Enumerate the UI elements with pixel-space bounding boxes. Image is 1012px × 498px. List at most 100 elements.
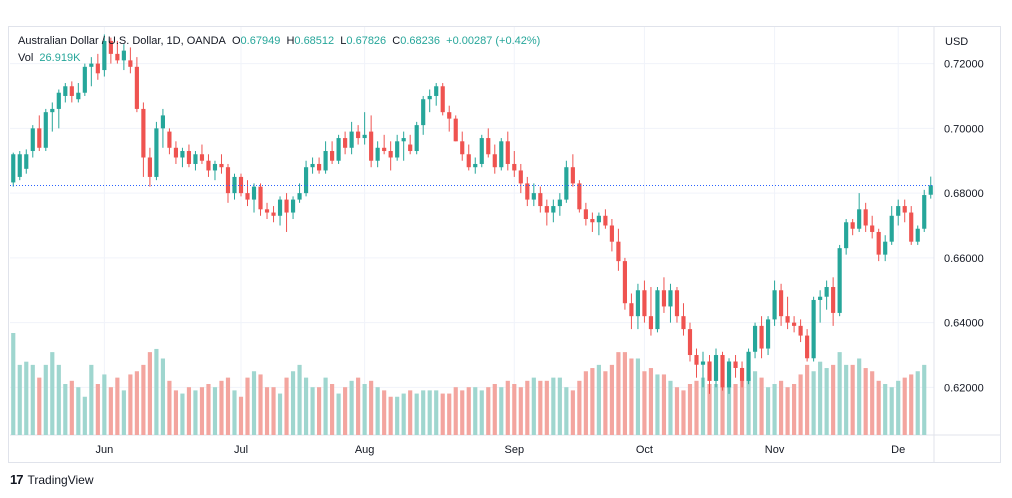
volume-bar xyxy=(323,377,328,435)
candle-body xyxy=(121,50,126,61)
volume-bar xyxy=(668,380,673,435)
volume-bar xyxy=(466,387,471,435)
volume-bar xyxy=(700,377,706,435)
chart-frame xyxy=(8,26,1001,463)
candle-body xyxy=(544,206,549,213)
x-tick-label: Aug xyxy=(355,444,375,456)
volume-bar xyxy=(388,396,393,435)
candle-body xyxy=(538,193,543,207)
volume-bar xyxy=(303,377,309,435)
volume-bar xyxy=(544,380,549,435)
candle-body xyxy=(199,154,205,161)
volume-bar xyxy=(206,384,211,435)
volume-bar xyxy=(739,380,745,435)
candle-body xyxy=(779,290,784,317)
volume-bar xyxy=(115,377,120,435)
volume-bar xyxy=(427,390,432,435)
volume-bar xyxy=(212,387,218,435)
symbol-title: Australian Dollar / U.S. Dollar, 1D, OAN… xyxy=(18,35,226,47)
candle-body xyxy=(141,108,146,158)
volume-bar xyxy=(857,358,862,435)
candle-body xyxy=(831,287,836,313)
close-label: C xyxy=(392,35,401,47)
volume-bar xyxy=(82,396,87,435)
volume-bar xyxy=(492,384,497,435)
volume-bar xyxy=(570,390,575,435)
candle-body xyxy=(473,163,478,168)
y-tick-label: 0.64000 xyxy=(944,318,984,330)
candle-body xyxy=(902,206,907,213)
volume-bar xyxy=(186,387,192,435)
candle-body xyxy=(674,290,680,317)
candle-body xyxy=(681,316,686,330)
candle-body xyxy=(427,95,432,100)
volume-bar xyxy=(557,377,562,435)
volume-bar xyxy=(844,364,849,435)
volume-bar xyxy=(56,364,61,435)
volume-bar xyxy=(655,374,660,435)
candle-body xyxy=(440,86,445,113)
volume-bar xyxy=(687,384,693,435)
candle-body xyxy=(362,134,367,139)
volume-bar xyxy=(343,387,348,435)
candle-body xyxy=(421,99,426,126)
volume-bar xyxy=(883,384,888,435)
candle-body xyxy=(277,199,283,216)
volume-bar xyxy=(95,384,100,435)
candle-body xyxy=(792,322,797,326)
candle-body xyxy=(453,118,458,142)
volume-bar xyxy=(251,371,257,435)
candle-body xyxy=(622,261,627,304)
candle-body xyxy=(395,141,400,158)
candle-body xyxy=(707,361,712,381)
x-tick-label: De xyxy=(891,444,905,456)
volume-bar xyxy=(232,390,237,435)
volume-bar xyxy=(50,352,55,435)
volume-bar xyxy=(564,387,569,435)
volume-bar xyxy=(733,384,738,435)
volume-bar xyxy=(440,393,445,435)
candle-body xyxy=(349,131,354,148)
volume-bar xyxy=(609,364,614,435)
candle-body xyxy=(609,225,614,242)
volume-bar xyxy=(264,387,270,435)
candle-body xyxy=(655,290,660,330)
tradingview-logo[interactable]: 17 TradingView xyxy=(10,472,94,487)
candle-body xyxy=(460,141,465,155)
volume-bar xyxy=(76,387,81,435)
y-tick-label: 0.66000 xyxy=(944,253,984,265)
x-tick-label: Jun xyxy=(95,444,113,456)
candle-body xyxy=(336,138,341,161)
candle-body xyxy=(82,66,87,93)
volume-bar xyxy=(798,374,803,435)
candle-body xyxy=(30,128,35,152)
volume-bar xyxy=(850,364,855,435)
candle-body xyxy=(765,319,771,349)
volume-bar xyxy=(681,390,686,435)
volume-bar xyxy=(271,387,276,435)
candle-body xyxy=(557,199,562,207)
volume-bar xyxy=(811,371,816,435)
candle-body xyxy=(798,325,803,336)
volume-bar xyxy=(577,380,582,435)
candle-body xyxy=(531,193,536,200)
volume-bar xyxy=(622,352,627,435)
candle-body xyxy=(434,86,439,96)
candle-body xyxy=(408,144,413,152)
volume-bar xyxy=(629,358,634,435)
candle-body xyxy=(264,209,270,213)
candle-body xyxy=(700,361,706,365)
volume-bar xyxy=(297,364,302,435)
candle-body xyxy=(37,128,42,148)
volume-bar xyxy=(408,390,413,435)
volume-bar xyxy=(395,396,400,435)
volume-bar xyxy=(37,377,42,435)
candle-body xyxy=(648,316,654,330)
volume-bar xyxy=(616,352,621,435)
volume-bar xyxy=(382,390,387,435)
volume-bar xyxy=(818,361,823,435)
candle-body xyxy=(928,185,933,195)
candle-body xyxy=(232,176,237,194)
candle-body xyxy=(512,163,517,171)
